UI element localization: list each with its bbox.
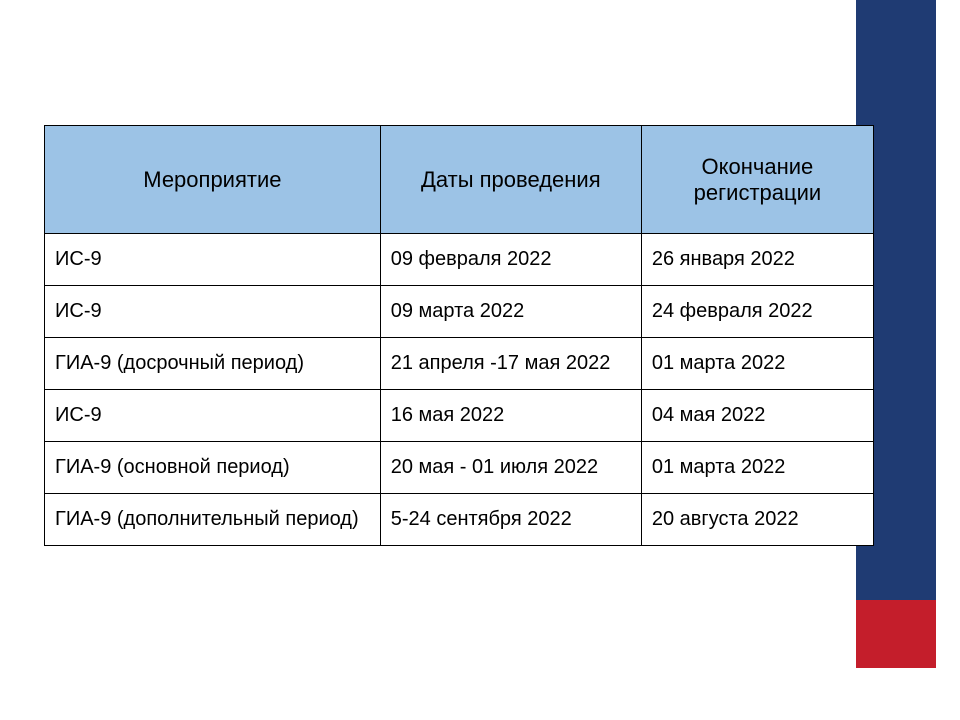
table-row: ИС-916 мая 202204 мая 2022: [45, 390, 874, 442]
table-cell: 01 марта 2022: [641, 338, 873, 390]
table-cell: 04 мая 2022: [641, 390, 873, 442]
table-cell: ГИА-9 (досрочный период): [45, 338, 381, 390]
schedule-table-container: Мероприятие Даты проведения Окончание ре…: [44, 125, 874, 546]
table-cell: ГИА-9 (основной период): [45, 442, 381, 494]
table-cell: 26 января 2022: [641, 234, 873, 286]
accent-square-red: [856, 600, 936, 668]
col-header-dates: Даты проведения: [380, 126, 641, 234]
table-body: ИС-909 февраля 202226 января 2022ИС-909 …: [45, 234, 874, 546]
table-cell: ИС-9: [45, 390, 381, 442]
col-header-deadline: Окончание регистрации: [641, 126, 873, 234]
table-row: ГИА-9 (дополнительный период)5-24 сентяб…: [45, 494, 874, 546]
table-cell: 20 мая - 01 июля 2022: [380, 442, 641, 494]
table-cell: 01 марта 2022: [641, 442, 873, 494]
table-cell: 09 февраля 2022: [380, 234, 641, 286]
table-row: ГИА-9 (основной период)20 мая - 01 июля …: [45, 442, 874, 494]
table-row: ИС-909 февраля 202226 января 2022: [45, 234, 874, 286]
table-cell: ИС-9: [45, 286, 381, 338]
table-cell: 20 августа 2022: [641, 494, 873, 546]
table-cell: 21 апреля -17 мая 2022: [380, 338, 641, 390]
table-row: ГИА-9 (досрочный период)21 апреля -17 ма…: [45, 338, 874, 390]
col-header-event: Мероприятие: [45, 126, 381, 234]
table-cell: ИС-9: [45, 234, 381, 286]
table-cell: 5-24 сентября 2022: [380, 494, 641, 546]
table-cell: 24 февраля 2022: [641, 286, 873, 338]
table-cell: 16 мая 2022: [380, 390, 641, 442]
table-header-row: Мероприятие Даты проведения Окончание ре…: [45, 126, 874, 234]
schedule-table: Мероприятие Даты проведения Окончание ре…: [44, 125, 874, 546]
table-cell: ГИА-9 (дополнительный период): [45, 494, 381, 546]
table-row: ИС-909 марта 202224 февраля 2022: [45, 286, 874, 338]
table-cell: 09 марта 2022: [380, 286, 641, 338]
